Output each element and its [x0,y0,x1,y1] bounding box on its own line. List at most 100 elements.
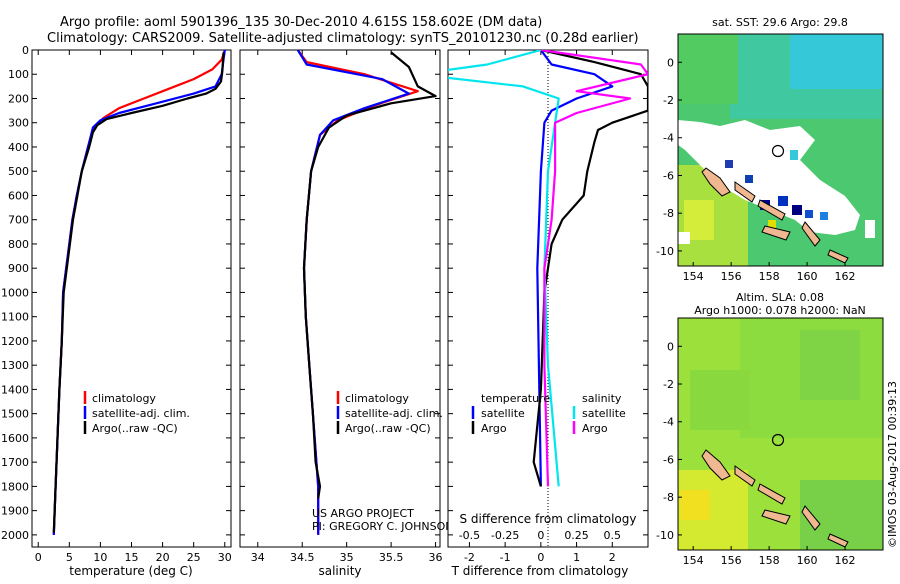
y-tick-label: 1400 [1,383,29,396]
sla-argo-marker [771,433,785,447]
sst-cold-pixel-6 [820,212,828,220]
island-malaita [801,505,821,531]
sla-map-panel: Altim. SLA: 0.08 Argo h1000: 0.078 h2000… [656,291,884,567]
map-x-tick-label: 162 [835,270,856,283]
map-y-tick-label: -2 [663,378,674,391]
series-line-s-argo [540,50,648,487]
credit-line-2: PI: GREGORY C. JOHNSON [312,520,453,533]
x-tick-label: -2 [464,551,475,564]
s-diff-tick-label: 0.25 [564,529,589,542]
map-y-tick-label: -8 [663,491,674,504]
s-diff-tick-label: -0.25 [491,529,519,542]
x-tick-label: 0 [537,551,544,564]
map-y-tick-label: -6 [663,169,674,182]
legend-label-climatology: climatology [92,392,156,405]
map-y-tick-label: -2 [663,94,674,107]
y-tick-label: 100 [8,68,29,81]
x-tick-label: 15 [125,551,139,564]
difference-legend: temperature satellite Argo salinity sate… [471,392,626,435]
legend-label-t-argo: Argo [481,422,507,435]
temperature-panel: 0100200300400500600700800900100011001200… [1,44,232,578]
x-tick-label: 36 [429,551,443,564]
map-y-tick-label: -10 [656,529,674,542]
x-tick-label: 30 [218,551,232,564]
timestamp-label: ©IMOS 03-Aug-2017 00:39:13 [886,381,899,548]
t-difference-xlabel: T difference from climatology [451,564,629,578]
y-tick-label: 400 [8,141,29,154]
sst-map-frame [677,33,884,267]
salinity-axes-frame [239,49,441,548]
sst-map-title: sat. SST: 29.6 Argo: 29.8 [712,16,848,29]
x-tick-label: -1 [500,551,511,564]
x-tick-label: 35 [340,551,354,564]
sla-map-field [678,318,883,550]
legend-label-t-satellite: satellite [481,407,525,420]
y-tick-label: 1700 [1,456,29,469]
sst-cold-pixel-7 [725,160,733,168]
x-tick-label: 34 [251,551,265,564]
sst-cyan-region [790,34,883,89]
y-tick-label: 1300 [1,359,29,372]
x-tick-label: 10 [93,551,107,564]
sla-south-green [800,480,883,550]
legend-label-argo: Argo(..raw -QC) [345,422,431,435]
map-x-tick-label: 160 [797,554,818,567]
island-santa-isabel [757,483,786,505]
y-tick-label: 900 [8,262,29,275]
legend-label-s-satellite: satellite [582,407,626,420]
sst-map-ticks: 154 156 158 160 162 0 -2 -4 -6 -8 -10 [656,56,856,283]
x-tick-label: 0 [35,551,42,564]
sst-cold-pixel-8 [790,150,798,160]
island-choiseul [734,181,756,203]
y-tick-label: 1200 [1,335,29,348]
island-guadalcanal [761,509,791,525]
sst-cold-pixel-5 [805,210,813,218]
map-y-tick-label: -4 [663,416,674,429]
map-y-tick-label: 0 [667,56,674,69]
temperature-x-axis: 0 5 10 15 20 25 30 [35,50,232,564]
sst-map-field [678,34,883,266]
x-tick-label: 34.5 [290,551,315,564]
map-x-tick-label: 160 [797,270,818,283]
sla-map-frame [677,317,884,551]
sst-cold-pixel-9 [768,220,776,228]
temperature-xlabel: temperature (deg C) [69,564,192,578]
legend-label-climatology: climatology [345,392,409,405]
map-x-tick-label: 154 [683,270,704,283]
y-tick-label: 1900 [1,505,29,518]
s-diff-tick-label: 0 [537,529,544,542]
map-y-tick-label: -6 [663,453,674,466]
sst-cold-pixel-1 [745,175,753,183]
credit-line-1: US ARGO PROJECT [312,507,414,520]
map-y-tick-label: 0 [667,340,674,353]
sla-map-ticks: 154 156 158 160 162 0 -2 -4 -6 -8 -10 [656,340,856,567]
legend-label-salinity: salinity [582,392,622,405]
map-x-tick-label: 162 [835,554,856,567]
island-bougainville [701,167,731,197]
title-line-2: Climatology: CARS2009. Satellite-adjuste… [47,31,639,46]
x-tick-label: 20 [156,551,170,564]
series-line-argo-raw-qc- [302,51,437,499]
y-tick-label: 1100 [1,311,29,324]
sst-cloud-patch-2 [865,220,875,238]
difference-lines [448,50,648,487]
sst-cloud-mask [678,120,860,235]
y-tick-label: 200 [8,92,29,105]
temperature-lines [52,50,226,535]
y-tick-label: 1000 [1,286,29,299]
island-bougainville [701,449,731,481]
title-line-1: Argo profile: aoml 5901396_135 30-Dec-20… [60,15,542,30]
x-tick-label: 25 [187,551,201,564]
series-line-t-argo [532,50,648,487]
y-tick-label: 700 [8,214,29,227]
map-x-tick-label: 156 [721,270,742,283]
y-tick-label: 500 [8,165,29,178]
legend-label-satellite: satellite-adj. clim. [92,407,190,420]
y-tick-label: 2000 [1,529,29,542]
series-line-argo-raw-qc- [52,52,225,533]
sla-green-band [690,370,750,430]
depth-axis: 0 100 200 300 400 500 600 700 800 900 1000 1100 1200… [1,44,231,542]
series-line-t-satellite [536,50,614,487]
y-tick-label: 300 [8,117,29,130]
